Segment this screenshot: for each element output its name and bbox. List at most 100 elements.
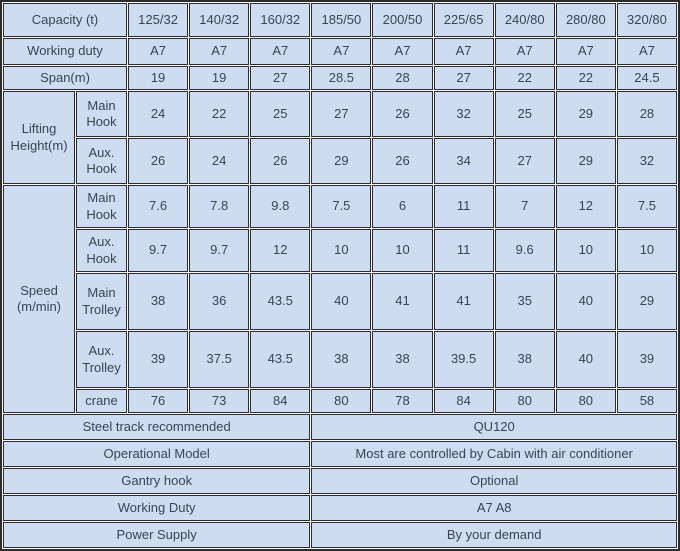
speed-crane-value: 80	[555, 389, 616, 413]
span-row: Span(m) 19 19 27 28.5 28 27 22 22 24.5	[3, 66, 677, 90]
power-supply-value: By your demand	[311, 522, 677, 548]
lifting-height-aux-hook-value: 34	[433, 138, 494, 184]
working-duty-value: A7	[616, 38, 677, 65]
span-row-label: Span(m)	[3, 66, 127, 90]
lifting-height-aux-hook-value: 27	[494, 138, 555, 184]
lifting-height-main-hook-value: 32	[433, 91, 494, 137]
working-duty-value: A7	[128, 38, 189, 65]
speed-main-hook-value: 7.5	[616, 185, 677, 228]
lifting-height-aux-hook-value: 26	[372, 138, 433, 184]
speed-main-trolley-value: 40	[311, 273, 372, 330]
speed-main-hook-value: 11	[433, 185, 494, 228]
speed-main-hook-label: Main Hook	[76, 185, 127, 228]
lifting-height-main-hook-value: 26	[372, 91, 433, 137]
speed-crane-value: 58	[616, 389, 677, 413]
working-duty-row-label: Working duty	[3, 38, 127, 65]
capacity-row-label: Capacity (t)	[3, 3, 127, 37]
speed-main-trolley-value: 38	[128, 273, 189, 330]
working-duty-value: A7	[311, 38, 372, 65]
speed-aux-hook-label: Aux. Hook	[76, 229, 127, 272]
speed-aux-trolley-value: 40	[555, 331, 616, 388]
speed-crane-value: 84	[250, 389, 311, 413]
working-duty-footer-label: Working Duty	[3, 495, 311, 521]
speed-aux-hook-value: 10	[372, 229, 433, 272]
speed-crane-row: crane 76 73 84 80 78 84 80 80 58	[3, 389, 677, 413]
working-duty-value: A7	[555, 38, 616, 65]
working-duty-value: A7	[250, 38, 311, 65]
operational-model-label: Operational Model	[3, 441, 311, 467]
capacity-value: 280/80	[555, 3, 616, 37]
power-supply-row: Power Supply By your demand	[3, 522, 677, 548]
working-duty-value: A7	[494, 38, 555, 65]
speed-aux-trolley-value: 43.5	[250, 331, 311, 388]
lifting-height-main-hook-row: Lifting Height(m) Main Hook 24 22 25 27 …	[3, 91, 677, 184]
lifting-height-aux-hook-value: 24	[189, 138, 250, 184]
speed-main-hook-value: 6	[372, 185, 433, 228]
speed-aux-trolley-value: 39.5	[433, 331, 494, 388]
lifting-height-main-hook-value: 24	[128, 91, 189, 137]
working-duty-row: Working duty A7 A7 A7 A7 A7 A7 A7 A7 A7	[3, 38, 677, 65]
speed-aux-hook-value: 10	[616, 229, 677, 272]
speed-main-trolley-value: 41	[372, 273, 433, 330]
speed-aux-hook-value: 12	[250, 229, 311, 272]
speed-aux-trolley-value: 38	[494, 331, 555, 388]
working-duty-value: A7	[433, 38, 494, 65]
lifting-height-main-hook-value: 27	[311, 91, 372, 137]
span-value: 22	[494, 66, 555, 90]
span-value: 28	[372, 66, 433, 90]
speed-crane-value: 80	[494, 389, 555, 413]
lifting-height-aux-hook-row: Aux. Hook 26 24 26 29 26 34 27 29 32	[3, 138, 677, 184]
speed-aux-hook-value: 10	[311, 229, 372, 272]
speed-main-hook-value: 7.6	[128, 185, 189, 228]
speed-main-trolley-value: 41	[433, 273, 494, 330]
span-value: 24.5	[616, 66, 677, 90]
span-value: 19	[189, 66, 250, 90]
speed-aux-trolley-value: 37.5	[189, 331, 250, 388]
speed-aux-trolley-value: 39	[616, 331, 677, 388]
speed-main-hook-value: 7.5	[311, 185, 372, 228]
speed-main-hook-value: 7	[494, 185, 555, 228]
operational-model-row: Operational Model Most are controlled by…	[3, 441, 677, 467]
speed-main-trolley-value: 36	[189, 273, 250, 330]
lifting-height-group-label: Lifting Height(m)	[3, 91, 75, 184]
gantry-hook-value: Optional	[311, 468, 677, 494]
capacity-value: 240/80	[494, 3, 555, 37]
speed-main-hook-value: 12	[555, 185, 616, 228]
span-value: 22	[555, 66, 616, 90]
capacity-value: 160/32	[250, 3, 311, 37]
speed-crane-label: crane	[76, 389, 127, 413]
speed-aux-hook-value: 11	[433, 229, 494, 272]
span-value: 19	[128, 66, 189, 90]
speed-main-trolley-value: 43.5	[250, 273, 311, 330]
capacity-value: 225/65	[433, 3, 494, 37]
speed-crane-value: 73	[189, 389, 250, 413]
lifting-height-main-hook-value: 25	[250, 91, 311, 137]
span-value: 28.5	[311, 66, 372, 90]
operational-model-value: Most are controlled by Cabin with air co…	[311, 441, 677, 467]
power-supply-label: Power Supply	[3, 522, 311, 548]
speed-main-hook-value: 7.8	[189, 185, 250, 228]
speed-crane-value: 76	[128, 389, 189, 413]
capacity-value: 185/50	[311, 3, 372, 37]
lifting-height-main-hook-value: 29	[555, 91, 616, 137]
speed-main-trolley-value: 40	[555, 273, 616, 330]
speed-crane-value: 84	[433, 389, 494, 413]
speed-group-label: Speed (m/min)	[3, 185, 75, 413]
speed-main-hook-row: Speed (m/min) Main Hook 7.6 7.8 9.8 7.5 …	[3, 185, 677, 413]
speed-aux-trolley-value: 38	[372, 331, 433, 388]
speed-main-trolley-value: 35	[494, 273, 555, 330]
lifting-height-aux-hook-value: 29	[311, 138, 372, 184]
steel-track-value: QU120	[311, 414, 677, 440]
speed-main-trolley-label: Main Trolley	[76, 273, 127, 330]
speed-main-hook-value: 9.8	[250, 185, 311, 228]
span-value: 27	[250, 66, 311, 90]
lifting-height-aux-hook-value: 29	[555, 138, 616, 184]
gantry-hook-row: Gantry hook Optional	[3, 468, 677, 494]
capacity-value: 140/32	[189, 3, 250, 37]
gantry-hook-label: Gantry hook	[3, 468, 311, 494]
working-duty-footer-value: A7 A8	[311, 495, 677, 521]
lifting-height-main-hook-value: 25	[494, 91, 555, 137]
capacity-row: Capacity (t) 125/32 140/32 160/32 185/50…	[3, 3, 677, 37]
working-duty-value: A7	[189, 38, 250, 65]
